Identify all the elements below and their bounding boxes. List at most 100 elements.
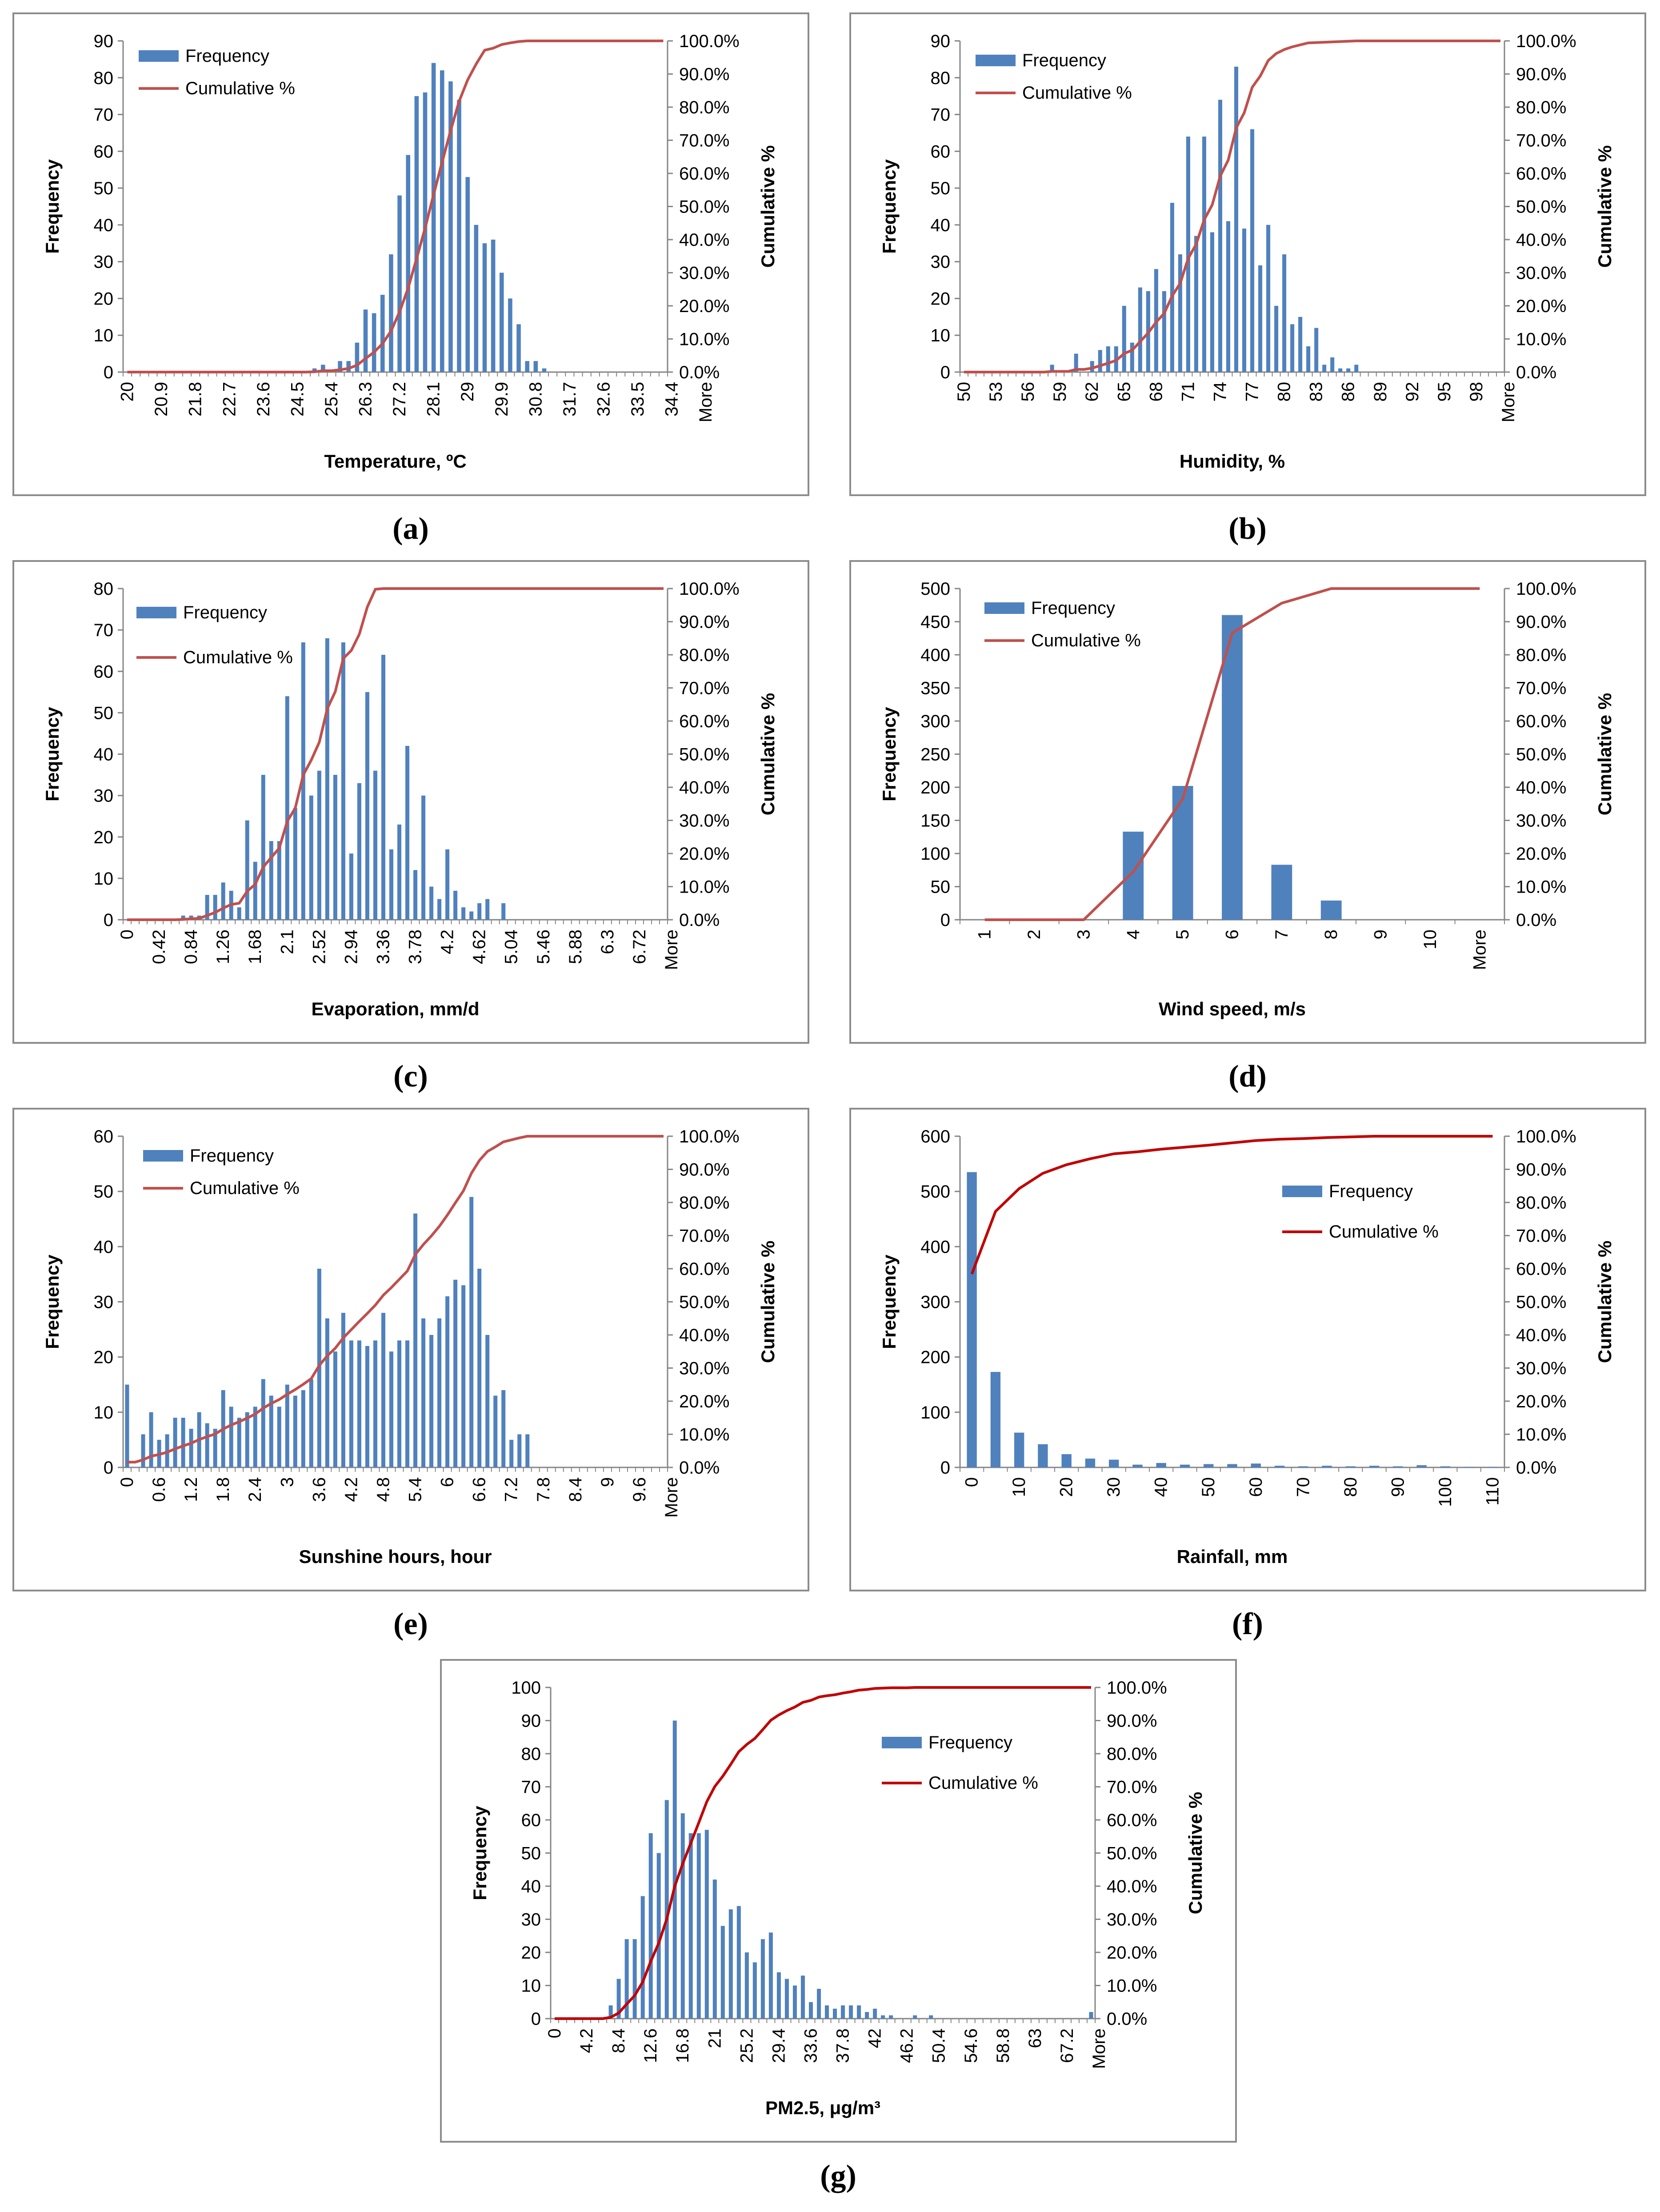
y2-tick-label: 20.0% bbox=[1516, 844, 1566, 864]
bar bbox=[525, 1434, 530, 1467]
y-axis-title: Frequency bbox=[469, 1806, 490, 1900]
bar bbox=[1162, 291, 1166, 372]
x-axis-title: Wind speed, m/s bbox=[1159, 998, 1306, 1019]
x-tick-label: 26.3 bbox=[356, 382, 376, 417]
bar bbox=[1416, 1465, 1427, 1467]
x-tick-label: 20 bbox=[1057, 1477, 1076, 1497]
x-tick-label: 7.8 bbox=[534, 1477, 553, 1502]
x-tick-label: 2.52 bbox=[309, 930, 329, 964]
bar bbox=[849, 2005, 853, 2019]
x-tick-label: 92 bbox=[1403, 382, 1422, 402]
chart-c: 0 10 20 30 40 50 60 70 80 0.0% 10.0% 20.0% 30.0% 40.0… bbox=[42, 579, 778, 1019]
bar bbox=[440, 70, 444, 372]
bar bbox=[1089, 2012, 1093, 2019]
bar bbox=[865, 2012, 869, 2019]
bar bbox=[181, 1418, 185, 1467]
x-tick-label: 5.04 bbox=[502, 930, 521, 964]
bar bbox=[491, 240, 496, 372]
y-tick-label: 90 bbox=[521, 1711, 541, 1731]
bar bbox=[1322, 1466, 1332, 1467]
y2-tick-label: 90.0% bbox=[1516, 1160, 1566, 1180]
bar bbox=[784, 1979, 789, 2019]
x-tick-label: 7 bbox=[1272, 930, 1292, 939]
cumulative-line bbox=[127, 587, 664, 921]
bar bbox=[525, 361, 529, 372]
x-tick-label: 4.2 bbox=[577, 2028, 596, 2053]
bar bbox=[1298, 317, 1303, 372]
bar bbox=[501, 1390, 506, 1467]
bar bbox=[760, 1939, 765, 2019]
bar bbox=[990, 1372, 1001, 1467]
x-tick-label: 9.6 bbox=[630, 1477, 649, 1502]
bar bbox=[1274, 1466, 1285, 1467]
chart-e: 01020304050600.0%10.0%20.0%30.0%40.0%50.… bbox=[42, 1127, 778, 1567]
bar bbox=[752, 1962, 757, 2019]
y-tick-label: 50 bbox=[931, 179, 951, 198]
y-tick-label: 100 bbox=[920, 844, 950, 864]
y-tick-label: 10 bbox=[94, 869, 114, 889]
y2-tick-label: 100.0% bbox=[679, 32, 740, 51]
y-tick-label: 20 bbox=[931, 289, 951, 309]
y-tick-label: 200 bbox=[920, 778, 950, 797]
x-tick-label: 2.1 bbox=[277, 930, 297, 954]
bar bbox=[1250, 129, 1255, 373]
bar bbox=[1090, 361, 1094, 372]
bar bbox=[640, 1896, 645, 2019]
y-tick-label: 30 bbox=[94, 786, 114, 806]
bar bbox=[1074, 353, 1078, 372]
x-axis-title: Evaporation, mm/d bbox=[311, 998, 479, 1019]
bar bbox=[1122, 306, 1126, 372]
y2-tick-label: 80.0% bbox=[679, 645, 729, 665]
y2-tick-label: 80.0% bbox=[1516, 1193, 1566, 1213]
x-tick-label: 21 bbox=[705, 2028, 724, 2048]
bar bbox=[1109, 1459, 1119, 1467]
bar bbox=[389, 849, 393, 920]
x-tick-label: 50 bbox=[954, 382, 974, 402]
x-tick-label: 5.88 bbox=[566, 930, 585, 964]
x-tick-label: 42 bbox=[865, 2028, 885, 2048]
y2-tick-label: 0.0% bbox=[679, 910, 720, 930]
bar bbox=[1204, 1464, 1214, 1467]
bar bbox=[881, 2015, 885, 2019]
y-tick-label: 150 bbox=[920, 811, 950, 831]
bar bbox=[1156, 1463, 1166, 1467]
x-tick-label: 23.6 bbox=[254, 382, 273, 417]
y-tick-label: 80 bbox=[521, 1744, 541, 1764]
legend-bar-swatch bbox=[1282, 1186, 1322, 1197]
x-tick-label: 95 bbox=[1435, 382, 1454, 402]
bar bbox=[1251, 1463, 1261, 1467]
legend-bar-swatch bbox=[882, 1737, 922, 1748]
y-tick-label: 40 bbox=[94, 745, 114, 765]
y2-tick-label: 50.0% bbox=[1516, 1293, 1566, 1312]
y-tick-label: 80 bbox=[931, 68, 951, 88]
y-tick-label: 0 bbox=[940, 910, 950, 930]
x-tick-label: 86 bbox=[1339, 382, 1358, 402]
bar bbox=[776, 1972, 781, 2019]
bar bbox=[405, 745, 410, 920]
y2-tick-label: 10.0% bbox=[679, 1425, 729, 1445]
bar bbox=[857, 2005, 861, 2019]
bar bbox=[445, 1296, 450, 1467]
bar bbox=[431, 63, 436, 373]
y2-tick-label: 80.0% bbox=[679, 1193, 729, 1213]
bar bbox=[277, 841, 281, 920]
y-tick-label: 500 bbox=[920, 1182, 950, 1202]
x-tick-label: 83 bbox=[1307, 382, 1326, 402]
bar bbox=[1123, 831, 1144, 920]
y-tick-label: 30 bbox=[94, 252, 114, 272]
x-tick-label: 16.8 bbox=[673, 2028, 692, 2063]
bar bbox=[517, 1434, 522, 1467]
bar bbox=[688, 1833, 693, 2019]
bar bbox=[632, 1939, 637, 2019]
bar bbox=[696, 1833, 701, 2019]
x-tick-label: 74 bbox=[1210, 382, 1230, 402]
x-tick-label: 100 bbox=[1436, 1477, 1455, 1507]
y2-tick-label: 10.0% bbox=[679, 878, 729, 897]
bar bbox=[321, 365, 325, 372]
bar bbox=[363, 309, 368, 372]
x-tick-label: 22.7 bbox=[220, 382, 239, 417]
y-tick-label: 70 bbox=[94, 105, 114, 125]
bar bbox=[245, 820, 249, 920]
y2-tick-label: 40.0% bbox=[679, 230, 729, 250]
y-tick-label: 50 bbox=[94, 1182, 114, 1202]
